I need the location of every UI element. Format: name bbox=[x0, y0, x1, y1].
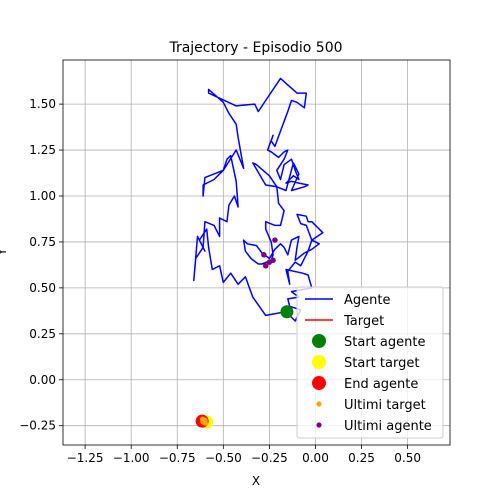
legend-label-ultimi-agente: Ultimi agente bbox=[344, 419, 432, 434]
y-tick-label: 1.50 bbox=[29, 97, 56, 111]
legend-handle-ultimi-target bbox=[316, 401, 322, 407]
legend-handle-end-agente bbox=[312, 376, 326, 390]
x-tick-label: 0.25 bbox=[348, 451, 375, 465]
legend: Agente Target Start agente Start target End … bbox=[296, 286, 444, 439]
y-tick-label: 0.75 bbox=[29, 235, 56, 249]
marker-start-agente bbox=[280, 305, 294, 319]
y-axis-label: Y bbox=[0, 248, 9, 257]
x-tick-label: −0.50 bbox=[205, 451, 242, 465]
x-tick-label: −0.25 bbox=[251, 451, 288, 465]
x-tick-label: −1.00 bbox=[113, 451, 150, 465]
y-tick-label: 0.50 bbox=[29, 281, 56, 295]
x-tick-label: 0.50 bbox=[394, 451, 421, 465]
legend-label-end-agente: End agente bbox=[344, 377, 418, 392]
x-axis: −1.25 −1.00 −0.75 −0.50 −0.25 0.00 0.25 0.50 bbox=[67, 445, 421, 465]
y-tick-label: 1.00 bbox=[29, 189, 56, 203]
marker-ultimi-agente bbox=[272, 237, 278, 243]
legend-label-ultimi-target: Ultimi target bbox=[344, 398, 426, 413]
chart-title: Trajectory - Episodio 500 bbox=[168, 40, 342, 56]
marker-ultimi-agente bbox=[262, 263, 269, 269]
legend-handle-start-agente bbox=[312, 334, 326, 348]
legend-box bbox=[296, 286, 444, 439]
x-tick-label: −1.25 bbox=[67, 451, 104, 465]
marker-ultimi-agente bbox=[266, 259, 273, 265]
x-axis-label: X bbox=[252, 474, 260, 488]
y-tick-label: 1.25 bbox=[29, 143, 56, 157]
marker-ultimi-target bbox=[199, 416, 206, 423]
x-tick-label: 0.00 bbox=[302, 451, 329, 465]
plot-area bbox=[193, 77, 324, 429]
legend-handle-ultimi-agente bbox=[316, 422, 322, 428]
grid-lines bbox=[63, 60, 450, 445]
legend-handle-start-target bbox=[312, 355, 326, 369]
marker-ultimi-agente bbox=[261, 252, 267, 258]
legend-label-agente: Agente bbox=[344, 293, 390, 308]
axes-frame bbox=[62, 59, 451, 446]
y-tick-label: −0.25 bbox=[19, 419, 56, 433]
series-line-agente bbox=[193, 77, 324, 322]
x-tick-label: −0.75 bbox=[159, 451, 196, 465]
legend-label-start-target: Start target bbox=[344, 356, 419, 371]
y-axis: −0.25 0.00 0.25 0.50 0.75 1.00 1.25 1.50 bbox=[19, 97, 63, 433]
legend-label-start-agente: Start agente bbox=[344, 335, 425, 350]
y-tick-label: 0.00 bbox=[29, 373, 56, 387]
y-tick-label: 0.25 bbox=[29, 327, 56, 341]
legend-label-target: Target bbox=[343, 314, 384, 329]
